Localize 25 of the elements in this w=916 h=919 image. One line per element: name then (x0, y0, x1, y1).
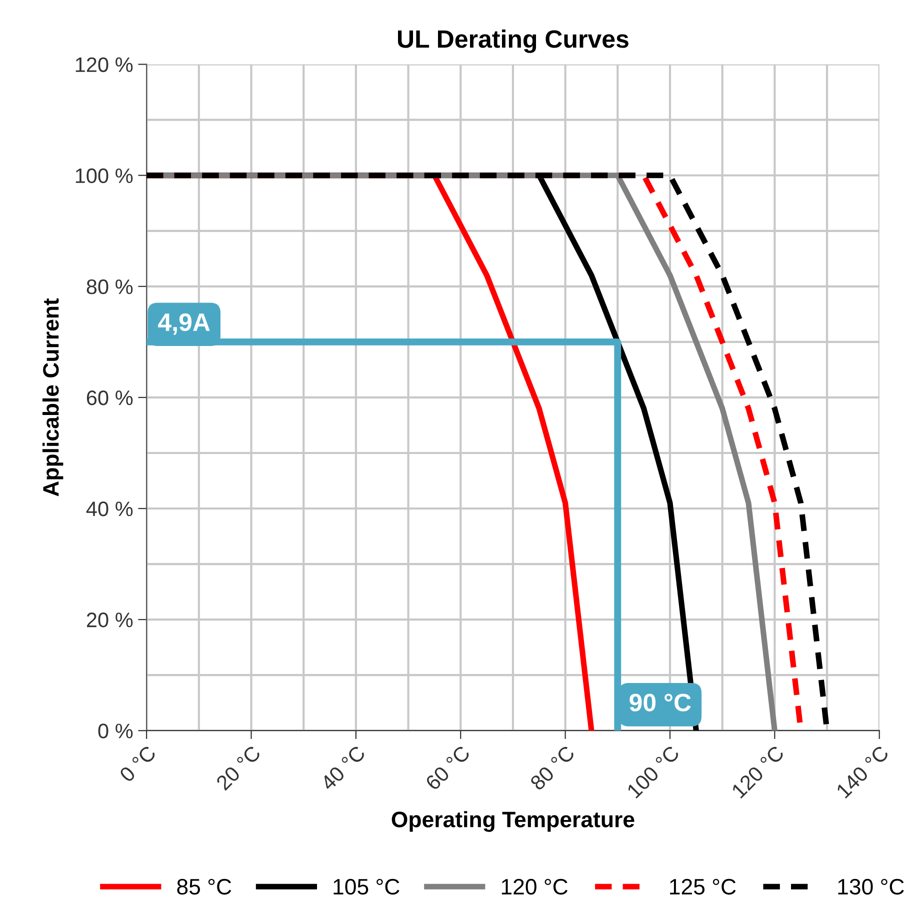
x-tick-label: 0 °C (118, 744, 157, 783)
y-tick-label: 60 % (86, 390, 133, 406)
legend-label: 105 °C (334, 878, 400, 895)
chart-title: UL Derating Curves (398, 30, 628, 53)
y-tick-label: 100 % (76, 168, 133, 184)
y-tick-label: 120 % (76, 57, 133, 72)
legend-label: 85 °C (177, 878, 232, 895)
legend-label: 130 °C (838, 878, 904, 895)
y-tick-label: 80 % (86, 279, 133, 294)
x-tick-label: 140 °C (836, 744, 890, 799)
x-tick-label: 80 °C (529, 744, 576, 791)
x-tick-label: 100 °C (626, 744, 680, 799)
x-tick-label: 120 °C (730, 744, 785, 799)
y-tick-label: 20 % (86, 612, 133, 628)
x-tick-label: 60 °C (424, 744, 471, 791)
y-tick-label: 0 % (98, 724, 133, 738)
annotation: 90 °C (630, 694, 691, 712)
y-tick-label: 40 % (86, 502, 133, 516)
legend-label: 125 °C (670, 878, 736, 895)
x-tick-label: 20 °C (215, 744, 262, 791)
legend-label: 120 °C (502, 878, 568, 895)
x-tick-label: 40 °C (320, 744, 366, 792)
y-axis-title: Applicable Current (42, 298, 64, 496)
annotation: 4,9A (158, 313, 210, 335)
x-axis-title: Operating Temperature (392, 811, 634, 832)
